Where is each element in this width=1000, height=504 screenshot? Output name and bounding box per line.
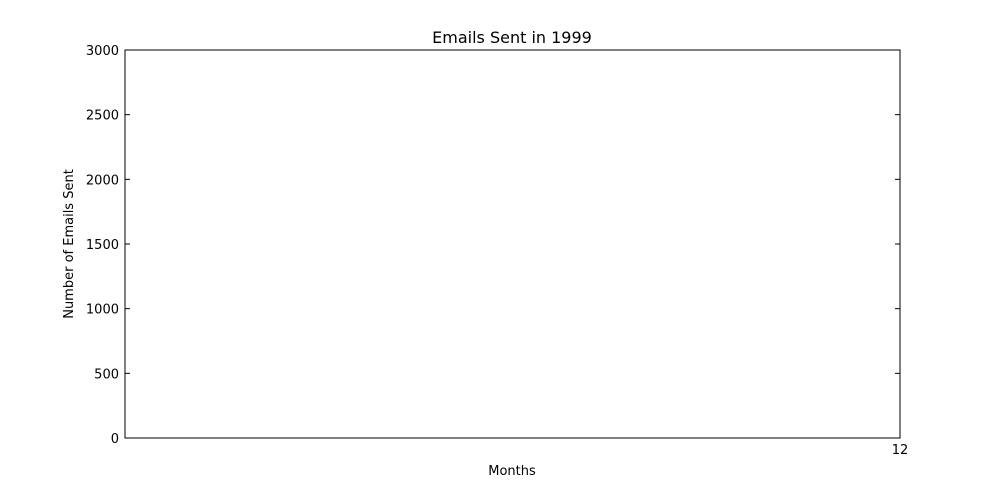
y-tick-label: 500 [94, 367, 119, 382]
y-tick-label: 1000 [86, 303, 119, 318]
y-axis-label: Number of Emails Sent [62, 169, 77, 319]
chart-title: Emails Sent in 1999 [432, 28, 592, 47]
x-axis: 12 [892, 50, 909, 458]
y-tick-label: 2500 [86, 109, 119, 124]
x-tick-label: 12 [892, 443, 909, 458]
y-axis: 0 500 1000 1500 2000 2500 3000 [86, 44, 900, 447]
plot-area-frame [124, 49, 901, 439]
y-tick-label: 3000 [86, 44, 119, 59]
y-tick-label: 2000 [86, 173, 119, 188]
y-tick-label: 0 [111, 432, 119, 447]
x-axis-label: Months [488, 464, 536, 479]
y-tick-label: 1500 [86, 238, 119, 253]
